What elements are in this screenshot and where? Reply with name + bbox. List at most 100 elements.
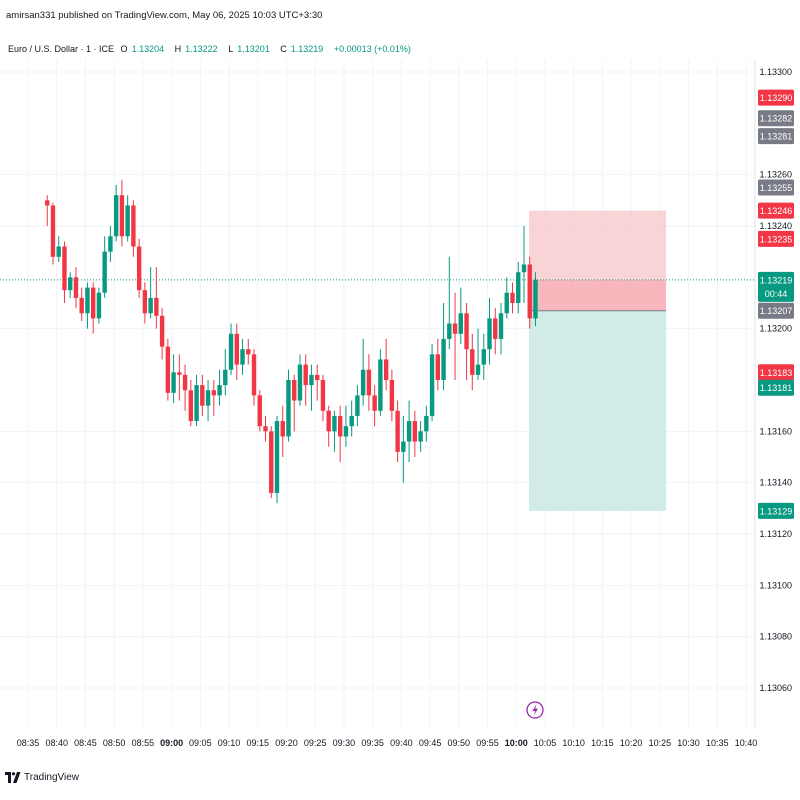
candle-body	[171, 372, 176, 393]
x-tick-label: 09:15	[246, 738, 269, 748]
candle-body	[182, 374, 188, 391]
candle-body	[343, 426, 349, 437]
candle-body	[452, 323, 458, 334]
candle-body	[228, 333, 234, 370]
candle-body	[332, 415, 337, 432]
x-tick-label: 09:20	[275, 738, 298, 748]
candle-body	[360, 369, 366, 396]
candle-body	[269, 431, 274, 493]
x-tick-label: 08:55	[132, 738, 155, 748]
candle-body	[50, 205, 56, 257]
candle-body	[510, 292, 515, 303]
x-tick-label: 10:20	[620, 738, 643, 748]
candle-body	[337, 415, 343, 437]
candle-body	[389, 380, 395, 411]
candle-body	[79, 297, 84, 314]
take-profit-zone	[529, 310, 666, 511]
price-label-text: 1.13255	[760, 183, 793, 193]
ohlc-close: C 1.13219	[280, 44, 327, 54]
y-tick-label: 1.13200	[759, 324, 792, 334]
candle-body	[251, 354, 257, 396]
candle-body	[481, 349, 486, 365]
price-label-box	[758, 502, 794, 519]
price-label-box	[758, 302, 794, 319]
candle-body	[309, 374, 314, 386]
candle-body	[412, 421, 418, 442]
event-markers[interactable]	[526, 701, 544, 719]
position-zones[interactable]	[529, 210, 666, 511]
candle-body	[217, 385, 222, 396]
open-value: 1.13204	[131, 44, 165, 54]
tradingview-logo[interactable]: TradingView	[5, 772, 79, 783]
high-value: 1.13222	[185, 44, 218, 54]
x-tick-label: 10:30	[677, 738, 700, 748]
high-label: H	[174, 44, 182, 54]
ohlc-low: L 1.13201	[228, 44, 274, 54]
candle-body	[521, 264, 527, 273]
candle-body	[315, 374, 320, 380]
candle-body	[458, 313, 463, 334]
candle-body	[366, 369, 372, 396]
candle-body	[177, 372, 182, 375]
candle-body	[320, 380, 326, 411]
logo-text: TradingView	[24, 772, 80, 783]
candle-body	[286, 380, 291, 437]
candle-body	[108, 236, 113, 252]
candle-body	[303, 364, 308, 386]
price-label-text: 1.13207	[760, 306, 793, 316]
candle-body	[297, 364, 303, 401]
candle-body	[470, 349, 475, 375]
x-tick-label: 08:35	[17, 738, 40, 748]
price-label-text: 1.13181	[760, 383, 793, 393]
stop-loss-zone	[529, 210, 666, 311]
y-axis[interactable]: 1.13300 1.13260 1.13240 1.13200 1.13160 1.131…	[759, 67, 792, 693]
candle-body	[424, 415, 429, 432]
symbol-title[interactable]: Euro / U.S. Dollar · 1 · ICE	[8, 44, 115, 54]
price-label-box	[758, 364, 794, 381]
candle-body	[292, 380, 297, 401]
candle-body	[429, 354, 435, 416]
candle-body	[85, 287, 90, 314]
x-axis[interactable]: 08:35 08:40 08:45 08:50 08:55 09:00 09:05 09:10…	[17, 738, 758, 748]
x-tick-label: 08:40	[45, 738, 68, 748]
candle-body	[56, 246, 61, 257]
price-label-box	[758, 179, 794, 196]
x-tick-label: 09:05	[189, 738, 212, 748]
candle-body	[349, 415, 354, 427]
candle-body	[441, 338, 446, 380]
ohlc-open: O 1.13204	[121, 44, 169, 54]
candle-body	[96, 292, 102, 319]
price-label-box	[758, 271, 794, 302]
y-tick-label: 1.13060	[759, 683, 792, 693]
candle-body	[234, 333, 239, 365]
publish-header: amirsan331 published on TradingView.com,…	[6, 10, 323, 21]
candle-body	[378, 359, 383, 411]
price-label-box	[758, 89, 794, 106]
candle-body	[154, 297, 159, 316]
candle-body	[246, 349, 251, 355]
candle-body	[211, 390, 217, 396]
candles	[0, 179, 755, 504]
close-label: C	[280, 44, 287, 54]
x-tick-label: 10:05	[534, 738, 557, 748]
candle-body	[274, 421, 280, 493]
y-tick-label: 1.13140	[759, 478, 792, 488]
price-label-text: 1.13183	[760, 368, 793, 378]
x-tick-label: 10:00	[505, 738, 528, 748]
x-tick-label: 10:10	[562, 738, 585, 748]
open-label: O	[120, 44, 128, 54]
candle-body	[527, 264, 532, 319]
candle-body	[280, 421, 285, 437]
low-value: 1.13201	[237, 44, 270, 54]
y-tick-label: 1.13160	[759, 426, 792, 436]
x-tick-label: 09:25	[304, 738, 327, 748]
candle-body	[406, 421, 412, 442]
candle-body	[498, 313, 504, 339]
candle-body	[223, 369, 228, 386]
y-tick-label: 1.13080	[759, 632, 792, 642]
candle-body	[119, 195, 125, 237]
price-label-box	[758, 230, 794, 247]
candle-body	[533, 279, 538, 319]
price-label-box	[758, 379, 794, 396]
